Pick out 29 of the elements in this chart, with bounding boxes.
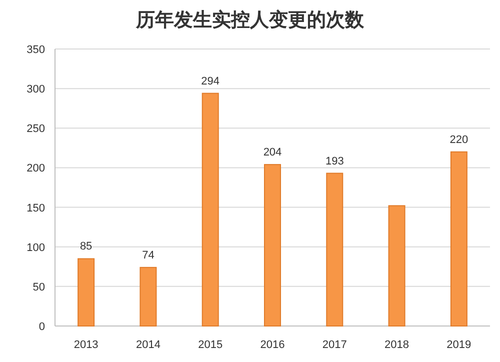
x-tick-label: 2018 [384, 339, 410, 351]
x-tick-label: 2013 [74, 339, 98, 351]
y-tick-label: 150 [26, 202, 45, 214]
y-tick-label: 250 [26, 123, 45, 136]
y-tick-label: 0 [38, 321, 45, 333]
x-tick-label: 2017 [322, 339, 347, 351]
y-tick-label: 200 [26, 162, 45, 175]
data-label: 74 [142, 249, 154, 262]
y-tick-label: 350 [26, 44, 45, 56]
bar [264, 164, 281, 326]
bar [450, 151, 468, 326]
x-tick-label: 2019 [446, 339, 472, 351]
y-tick-label: 100 [26, 242, 45, 254]
bar [326, 172, 344, 326]
chart-title: 历年发生实控人变更的次数 [135, 9, 365, 31]
y-tick-label: 300 [26, 84, 45, 96]
data-label: 204 [263, 146, 282, 159]
bar [388, 205, 406, 326]
data-label: 193 [325, 155, 344, 168]
x-tick-label: 2014 [136, 339, 160, 351]
data-label: 294 [201, 75, 220, 88]
x-tick-label: 2015 [198, 339, 223, 351]
bar [202, 92, 219, 326]
y-tick-label: 50 [32, 281, 45, 294]
x-tick-label: 2016 [260, 339, 285, 351]
bar [78, 258, 95, 326]
bar [140, 266, 157, 326]
data-label: 220 [450, 134, 468, 146]
data-label: 85 [80, 240, 92, 253]
